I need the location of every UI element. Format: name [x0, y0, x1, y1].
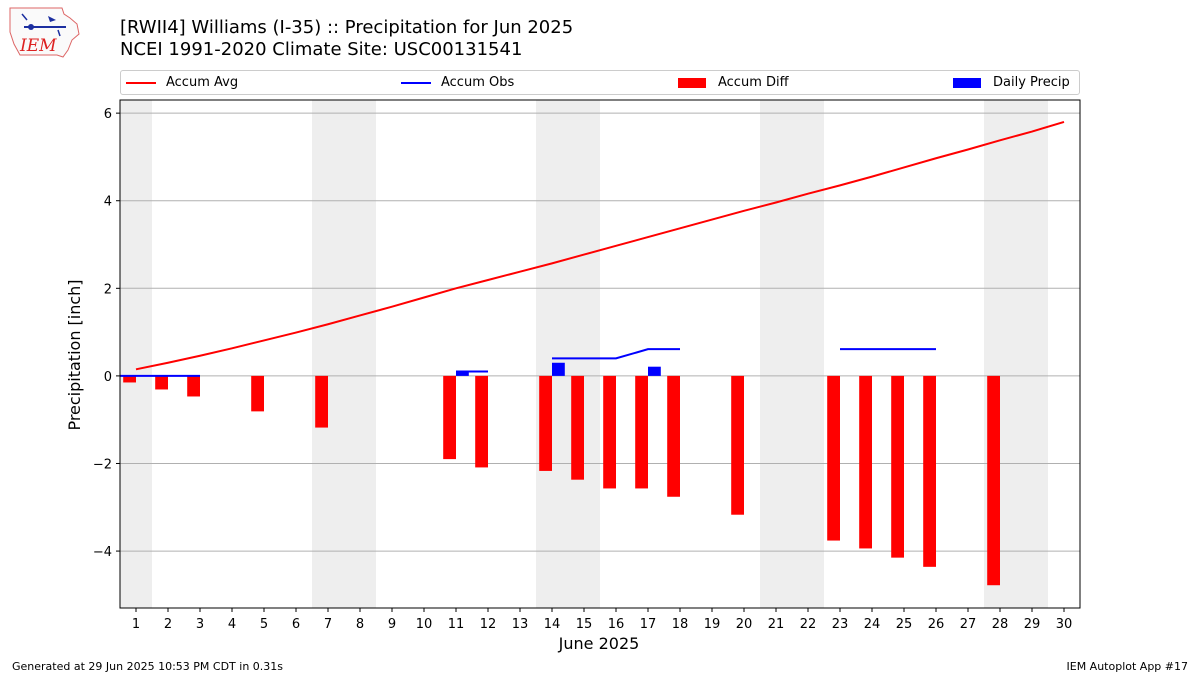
y-tick-label: 4: [104, 195, 112, 210]
accum-diff-bar: [891, 375, 904, 558]
accum-diff-bar: [443, 375, 456, 460]
accum-diff-bar: [731, 375, 744, 515]
y-tick-label: 2: [104, 282, 112, 297]
legend-label: Accum Diff: [718, 75, 789, 90]
x-tick-label: 13: [512, 617, 529, 632]
chart-title: [RWII4] Williams (I-35) :: Precipitation…: [120, 17, 574, 38]
weekend-band: [312, 100, 376, 608]
accum-diff-bar: [827, 375, 840, 541]
x-tick-label: 19: [704, 617, 721, 632]
accum-diff-bar: [603, 375, 616, 489]
legend: Accum Avg Accum Obs Accum Diff Daily Pre…: [120, 70, 1080, 95]
accum-diff-bar: [987, 375, 1000, 586]
legend-label: Accum Avg: [166, 75, 239, 90]
legend-label: Daily Precip: [993, 75, 1070, 90]
x-tick-label: 9: [388, 617, 396, 632]
y-axis-ticks: −4 −2 0 2 4 6: [93, 107, 120, 560]
x-tick-label: 18: [672, 617, 689, 632]
accum-diff-bar: [923, 375, 936, 567]
accum-diff-bar: [571, 375, 584, 480]
chart-subtitle: NCEI 1991-2020 Climate Site: USC00131541: [120, 39, 523, 60]
accum-diff-bar: [539, 375, 552, 471]
x-tick-label: 8: [356, 617, 364, 632]
x-tick-label: 1: [132, 617, 140, 632]
line-series: [120, 120, 1065, 377]
legend-swatch-accum-diff: [678, 78, 706, 88]
accum-diff-bar: [667, 375, 680, 497]
x-tick-label: 16: [608, 617, 625, 632]
x-tick-label: 24: [864, 617, 881, 632]
x-tick-label: 21: [768, 617, 785, 632]
horizontal-gridlines: [120, 112, 1080, 552]
x-tick-label: 7: [324, 617, 332, 632]
y-tick-label: −4: [93, 545, 112, 560]
accum-diff-bar: [475, 375, 488, 468]
x-tick-label: 3: [196, 617, 204, 632]
x-tick-label: 10: [416, 617, 433, 632]
y-axis-label: Precipitation [inch]: [65, 279, 84, 430]
x-tick-label: 14: [544, 617, 561, 632]
x-tick-label: 20: [736, 617, 753, 632]
x-tick-label: 5: [260, 617, 268, 632]
daily-precip-bar: [552, 362, 565, 376]
daily-precip-bar: [648, 366, 661, 376]
accum-diff-bar: [123, 375, 136, 383]
legend-label: Accum Obs: [441, 75, 515, 90]
x-tick-label: 17: [640, 617, 657, 632]
legend-swatch-accum-obs: [401, 82, 431, 84]
logo-text: IEM: [19, 36, 57, 56]
y-tick-label: −2: [93, 457, 112, 472]
x-tick-label: 27: [960, 617, 977, 632]
accum-diff-bar: [155, 375, 168, 390]
x-tick-label: 11: [448, 617, 465, 632]
weekend-band: [536, 100, 600, 608]
bar-series: [123, 362, 1000, 586]
weekend-band: [120, 100, 152, 608]
x-tick-label: 29: [1024, 617, 1041, 632]
x-tick-label: 26: [928, 617, 945, 632]
x-tick-label: 22: [800, 617, 817, 632]
weekend-shading: [120, 100, 1048, 608]
footer-app: IEM Autoplot App #17: [1066, 660, 1189, 673]
x-tick-label: 2: [164, 617, 172, 632]
x-tick-label: 4: [228, 617, 236, 632]
y-tick-label: 6: [104, 107, 112, 122]
accum-obs-line: [552, 348, 680, 360]
accum-diff-bar: [187, 375, 200, 397]
x-axis-label: June 2025: [558, 634, 640, 653]
legend-swatch-accum-avg: [126, 82, 156, 84]
plot-frame: [119, 99, 1081, 609]
x-axis-ticks: 1 2 3 4 5 6 7 8 9 10 11 12 13 14 15 16 17 18 19 20 21 22 23 24 2…: [132, 608, 1072, 632]
footer-generated: Generated at 29 Jun 2025 10:53 PM CDT in…: [12, 660, 284, 673]
x-tick-label: 25: [896, 617, 913, 632]
accum-diff-bar: [315, 375, 328, 428]
weekend-band: [760, 100, 824, 608]
accum-diff-bar: [635, 375, 648, 489]
x-tick-label: 30: [1056, 617, 1073, 632]
y-tick-label: 0: [104, 370, 112, 385]
daily-precip-bar: [456, 371, 469, 376]
iem-logo: IEM: [9, 7, 80, 58]
x-tick-label: 28: [992, 617, 1009, 632]
x-tick-label: 15: [576, 617, 593, 632]
x-tick-label: 23: [832, 617, 849, 632]
accum-diff-bar: [251, 375, 264, 412]
accum-avg-line: [135, 120, 1065, 371]
accum-diff-bar: [859, 375, 872, 549]
x-tick-label: 6: [292, 617, 300, 632]
legend-swatch-daily-precip: [953, 78, 981, 88]
x-tick-label: 12: [480, 617, 497, 632]
